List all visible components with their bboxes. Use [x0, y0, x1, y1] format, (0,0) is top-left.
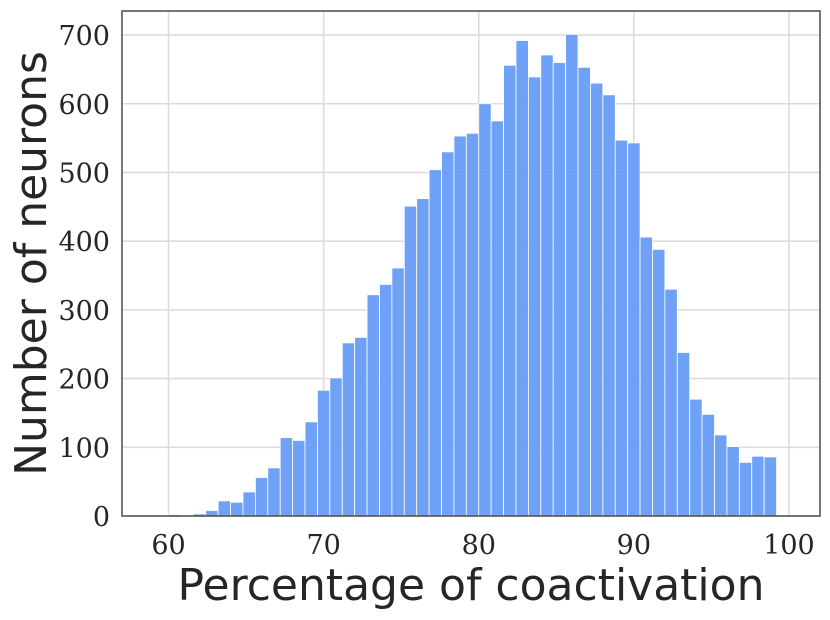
y-tick-label: 300	[58, 296, 110, 327]
histogram-bar	[552, 62, 567, 517]
histogram-bar	[366, 294, 380, 517]
histogram-bar	[354, 336, 368, 517]
y-tick-label: 600	[58, 90, 110, 121]
x-tick-label: 90	[617, 530, 651, 561]
histogram-bar	[565, 33, 579, 517]
histogram-bar	[453, 135, 467, 517]
histogram-bar	[590, 82, 604, 517]
histogram-bar	[701, 413, 715, 517]
y-tick-label: 200	[58, 365, 110, 396]
x-tick-label: 100	[763, 530, 815, 561]
histogram-bar	[664, 288, 678, 517]
plot-frame	[121, 10, 821, 517]
histogram-bar	[379, 284, 393, 517]
y-tick-label: 400	[58, 227, 110, 258]
histogram-bar	[292, 440, 306, 517]
histogram-bar	[304, 421, 318, 517]
y-tick-labels: 0 100 200 300 400 500 600 700	[58, 21, 110, 533]
histogram-bar	[763, 456, 777, 517]
histogram-bars	[168, 33, 777, 517]
x-axis-label: Percentage of coactivation	[178, 560, 765, 611]
histogram-bar	[515, 40, 529, 517]
histogram-bar	[490, 120, 504, 517]
histogram-bar	[391, 267, 405, 517]
y-tick-label: 500	[58, 158, 110, 189]
histogram-bar	[478, 103, 492, 517]
histogram-bar	[428, 169, 442, 517]
y-tick-label: 700	[58, 21, 110, 52]
histogram-bar	[254, 477, 269, 517]
histogram-bar	[527, 76, 542, 517]
histogram-bar	[726, 446, 740, 517]
y-tick-label: 100	[58, 433, 110, 464]
histogram-bar	[689, 398, 703, 517]
histogram-bar	[751, 455, 765, 517]
histogram-bar	[503, 64, 517, 517]
histogram-bar	[738, 462, 753, 517]
histogram-bar	[614, 139, 629, 517]
histogram-bar	[242, 491, 256, 517]
histogram-bar	[465, 132, 480, 517]
y-axis-label: Number of neurons	[6, 51, 57, 476]
histogram-bar	[577, 66, 591, 517]
x-tick-label: 70	[306, 530, 340, 561]
histogram-bar	[317, 389, 331, 517]
histogram-bar	[714, 434, 728, 517]
y-tick-label: 0	[93, 502, 110, 533]
histogram-bar	[639, 236, 653, 517]
histogram-bar	[329, 377, 343, 517]
x-tick-label: 60	[151, 530, 185, 561]
histogram-bar	[230, 501, 244, 517]
histogram-bar	[403, 205, 418, 517]
x-tick-label: 80	[462, 530, 496, 561]
histogram-bar	[441, 151, 455, 517]
histogram-bar	[652, 249, 666, 517]
histogram-bar	[416, 198, 430, 517]
histogram-bar	[602, 94, 616, 517]
histogram-bar	[540, 54, 554, 517]
histogram-bar	[341, 342, 356, 517]
histogram-bar	[267, 467, 281, 517]
histogram-bar	[217, 500, 231, 517]
histogram-bar	[627, 142, 641, 517]
histogram-bar	[676, 352, 691, 517]
histogram-bar	[279, 437, 294, 517]
x-tick-labels: 60 70 80 90 100	[151, 530, 814, 561]
histogram-bar	[205, 510, 219, 517]
